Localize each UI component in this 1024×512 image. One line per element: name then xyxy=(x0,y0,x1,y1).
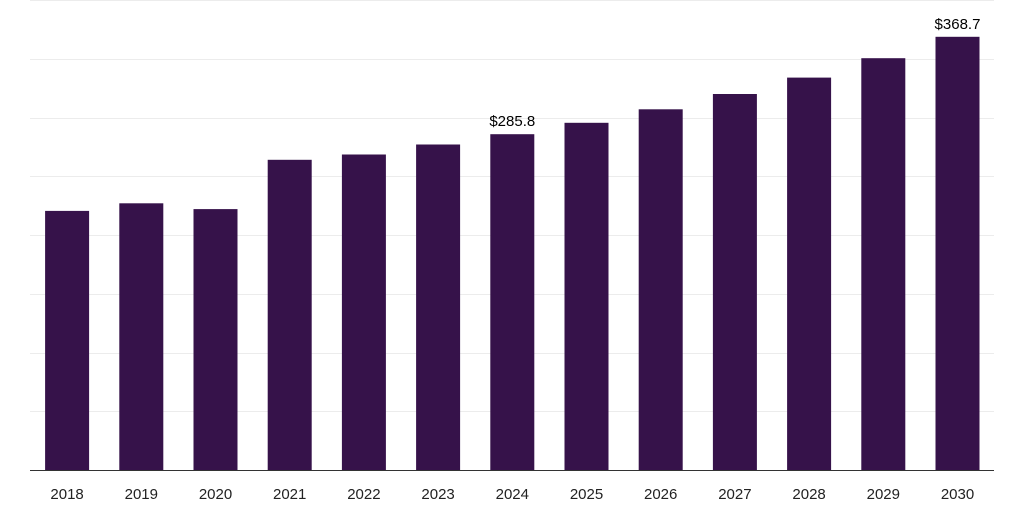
bar-2025 xyxy=(564,122,609,471)
bar-2023 xyxy=(416,144,461,470)
bar-2022 xyxy=(341,154,386,470)
bar-2021 xyxy=(267,159,312,471)
x-tick-label: 2030 xyxy=(941,486,974,503)
data-label: $368.7 xyxy=(935,16,981,33)
x-tick-label: 2026 xyxy=(644,486,677,503)
bar-2024 xyxy=(490,134,535,470)
x-tick-label: 2023 xyxy=(421,486,454,503)
x-tick-label: 2025 xyxy=(570,486,603,503)
bar-2027 xyxy=(712,94,757,470)
bar-2028 xyxy=(787,77,832,470)
x-axis-tick-labels: 2018 2019 2020 2021 2022 2023 2024 2025 2026 2027… xyxy=(50,486,974,503)
x-tick-label: 2019 xyxy=(125,486,158,503)
x-tick-label: 2028 xyxy=(792,486,825,503)
x-tick-label: 2020 xyxy=(199,486,232,503)
x-tick-label: 2027 xyxy=(718,486,751,503)
bar-2019 xyxy=(119,203,164,471)
x-tick-label: 2018 xyxy=(50,486,83,503)
bar-2026 xyxy=(638,109,683,471)
data-labels: $285.8 $368.7 xyxy=(489,16,980,130)
bar-2030 xyxy=(935,36,980,471)
bar-2020 xyxy=(193,209,238,470)
x-tick-label: 2022 xyxy=(347,486,380,503)
bar-2029 xyxy=(861,58,906,470)
bars xyxy=(45,36,980,471)
x-tick-label: 2024 xyxy=(496,486,529,503)
x-tick-label: 2021 xyxy=(273,486,306,503)
bar-2018 xyxy=(45,210,90,470)
x-tick-label: 2029 xyxy=(867,486,900,503)
data-label: $285.8 xyxy=(489,113,535,130)
